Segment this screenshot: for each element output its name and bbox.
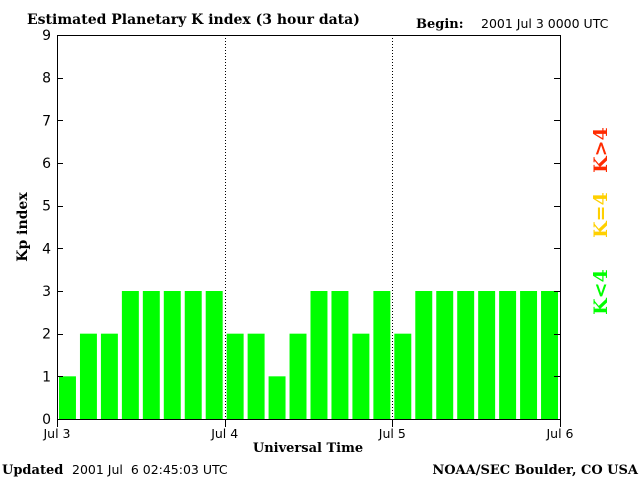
- x-tick-label: Jul 3: [42, 426, 70, 441]
- kp-bar: [478, 291, 496, 419]
- kp-bar: [415, 291, 433, 419]
- chart-title: Estimated Planetary K index (3 hour data…: [27, 12, 360, 28]
- y-tick-label: 2: [42, 327, 51, 343]
- x-tick-label: Jul 4: [210, 426, 238, 441]
- x-tick-label: Jul 6: [545, 426, 573, 441]
- updated-label: Updated: [2, 463, 63, 478]
- y-tick-label: 8: [42, 71, 51, 87]
- kp-bar: [457, 291, 475, 419]
- y-tick-label: 9: [42, 28, 51, 44]
- kp-bar: [268, 376, 286, 419]
- updated-value: 2001 Jul 6 02:45:03 UTC: [72, 462, 228, 477]
- kp-bar: [226, 333, 244, 419]
- kp-bar: [394, 333, 412, 419]
- kp-bar: [79, 333, 97, 419]
- kp-bar: [373, 291, 391, 419]
- kp-bar: [541, 291, 558, 419]
- y-tick-label: 1: [42, 369, 51, 385]
- kp-bar: [247, 333, 265, 419]
- kp-bar: [121, 291, 139, 419]
- kp-bar: [184, 291, 202, 419]
- axes: [57, 35, 561, 427]
- begin-label: Begin:: [416, 17, 464, 32]
- legend-k-less-4: K<4: [590, 269, 612, 315]
- legend-k-equal-4: K=4: [590, 192, 612, 238]
- kp-bar: [499, 291, 517, 419]
- kp-bar: [142, 291, 160, 419]
- plot-frame: [57, 35, 561, 420]
- y-tick-label: 0: [42, 412, 51, 428]
- legend-k-greater-4: K>4: [590, 127, 612, 173]
- legend: K>4 K=4 K<4: [590, 127, 612, 315]
- y-tick-label: 3: [42, 284, 51, 300]
- x-tick-label: Jul 5: [378, 426, 406, 441]
- credit: NOAA/SEC Boulder, CO USA: [432, 463, 639, 478]
- x-axis-label: Universal Time: [253, 441, 363, 456]
- y-tick-label: 6: [42, 156, 51, 172]
- kp-bar: [310, 291, 328, 419]
- y-tick-label: 7: [42, 113, 51, 129]
- kp-bar: [352, 333, 370, 419]
- kp-bar: [436, 291, 454, 419]
- begin-value: 2001 Jul 3 0000 UTC: [481, 16, 609, 31]
- kp-bar: [100, 333, 118, 419]
- y-tick-label: 4: [42, 241, 51, 257]
- y-tick-label: 5: [42, 199, 51, 215]
- x-tick-labels: Jul 3 Jul 4 Jul 5 Jul 6: [42, 426, 573, 441]
- bars: [59, 291, 558, 419]
- kp-bar: [520, 291, 538, 419]
- y-tick-labels: 0 1 2 3 4 5 6 7 8 9: [42, 28, 51, 428]
- kp-bar: [289, 333, 307, 419]
- kp-bar: [205, 291, 223, 419]
- kp-bar: [331, 291, 349, 419]
- y-axis-label: Kp index: [15, 192, 31, 262]
- kp-bar: [59, 376, 76, 419]
- kp-bar: [163, 291, 181, 419]
- grid-lines: [225, 35, 393, 419]
